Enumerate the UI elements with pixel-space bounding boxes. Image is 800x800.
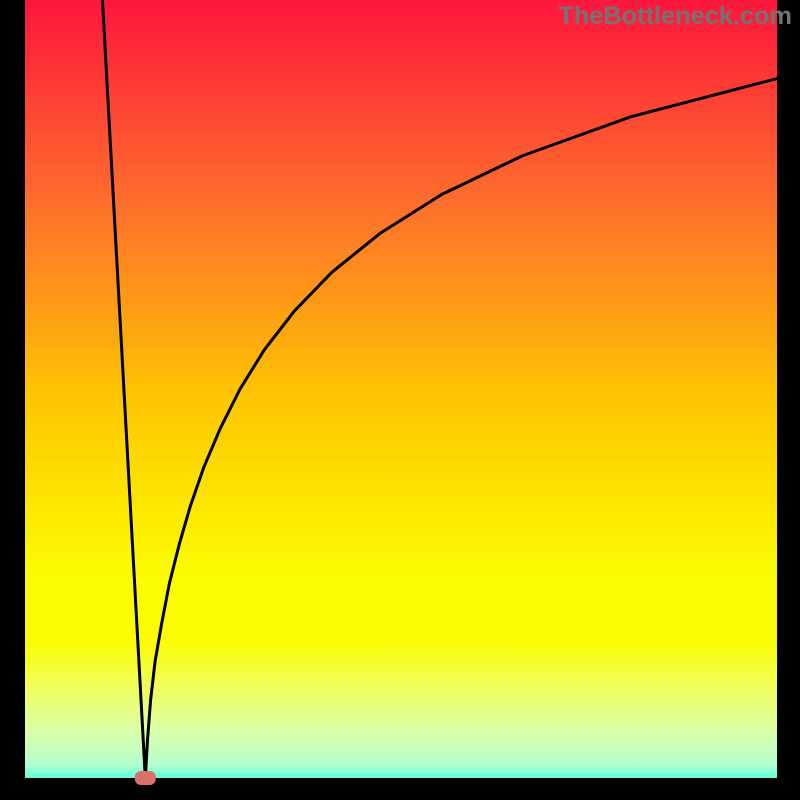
bottleneck-chart [0,0,800,800]
frame-bottom [0,778,800,800]
frame-right [777,0,800,800]
frame-left [0,0,25,800]
dip-marker [135,771,156,785]
chart-background [0,0,800,800]
chart-container: { "watermark": { "text": "TheBottleneck.… [0,0,800,800]
